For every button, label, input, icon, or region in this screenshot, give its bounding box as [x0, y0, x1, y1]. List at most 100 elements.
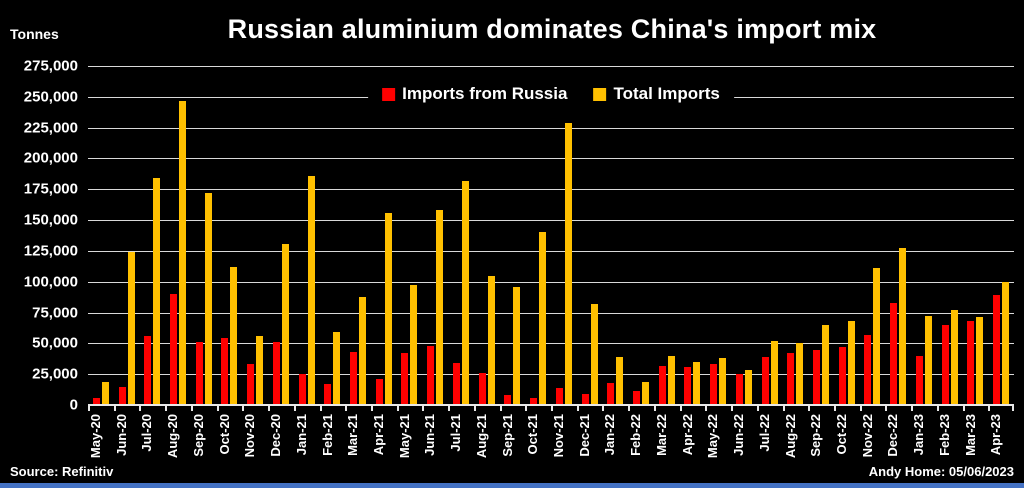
x-tick-label-Mar-23: Mar-23 — [962, 414, 978, 456]
bar-imports-from-russia-Apr-22 — [684, 366, 692, 405]
bar-total-imports-Jun-22 — [744, 370, 752, 405]
x-tick-label-Jul-22: Jul-22 — [756, 414, 772, 452]
bar-imports-from-russia-Aug-20 — [170, 294, 178, 405]
bar-imports-from-russia-Dec-20 — [272, 342, 280, 405]
x-tick — [139, 405, 142, 411]
bar-imports-from-russia-Sep-20 — [195, 342, 203, 405]
bar-imports-from-russia-Jan-23 — [915, 355, 923, 405]
x-tick-label-Apr-22: Apr-22 — [679, 414, 695, 456]
x-tick — [782, 405, 785, 411]
x-tick — [293, 405, 296, 411]
x-tick-label-Aug-21: Aug-21 — [473, 414, 489, 459]
bar-group-Jun-21 — [422, 66, 448, 405]
bar-group-May-20 — [88, 66, 114, 405]
gridline-125000 — [88, 250, 1014, 252]
bar-imports-from-russia-Sep-22 — [812, 349, 820, 405]
x-tick-label-Dec-20: Dec-20 — [268, 414, 284, 457]
bar-imports-from-russia-Mar-23 — [967, 321, 975, 405]
x-tick — [396, 405, 399, 411]
bar-imports-from-russia-Jun-20 — [118, 386, 126, 405]
bar-group-Mar-21 — [345, 66, 371, 405]
bar-group-Mar-22 — [654, 66, 680, 405]
x-tick-label-Feb-23: Feb-23 — [936, 414, 952, 456]
x-tick — [190, 405, 193, 411]
author-date-credit: Andy Home: 05/06/2023 — [868, 464, 1014, 479]
x-tick — [936, 405, 939, 411]
bar-group-Jan-23 — [911, 66, 937, 405]
bar-total-imports-Jan-23 — [924, 316, 932, 405]
bar-group-Sep-21 — [500, 66, 526, 405]
bar-total-imports-Aug-20 — [179, 100, 187, 405]
bar-total-imports-Jul-20 — [153, 178, 161, 405]
bar-group-Dec-20 — [268, 66, 294, 405]
x-tick — [833, 405, 836, 411]
bar-total-imports-Oct-21 — [539, 232, 547, 405]
y-tick-label-50000: 50,000 — [32, 334, 78, 352]
bar-imports-from-russia-Jun-21 — [427, 345, 435, 405]
gridline-150000 — [88, 220, 1014, 222]
bar-total-imports-Jan-21 — [307, 175, 315, 405]
x-tick-label-Mar-22: Mar-22 — [653, 414, 669, 456]
bar-total-imports-Apr-21 — [384, 212, 392, 405]
x-tick-label-Nov-22: Nov-22 — [859, 414, 875, 458]
x-tick-label-Sep-20: Sep-20 — [190, 414, 206, 457]
bar-imports-from-russia-Apr-21 — [375, 379, 383, 405]
bar-imports-from-russia-Feb-22 — [632, 391, 640, 405]
source-attribution: Source: Refinitiv — [10, 464, 114, 479]
bar-group-Apr-22 — [680, 66, 706, 405]
x-tick-label-Feb-21: Feb-21 — [319, 414, 335, 456]
y-tick-label-225000: 225,000 — [23, 119, 78, 137]
bar-total-imports-Apr-23 — [1002, 281, 1010, 405]
y-tick-label-75000: 75,000 — [32, 304, 78, 322]
bar-group-Feb-21 — [319, 66, 345, 405]
bar-group-Feb-23 — [937, 66, 963, 405]
gridline-175000 — [88, 189, 1014, 191]
x-tick — [216, 405, 219, 411]
bar-total-imports-May-20 — [101, 381, 109, 405]
bar-total-imports-Jun-21 — [436, 210, 444, 405]
bar-group-Apr-21 — [371, 66, 397, 405]
bar-imports-from-russia-Jul-21 — [452, 363, 460, 405]
bar-group-Sep-22 — [808, 66, 834, 405]
bar-imports-from-russia-Sep-21 — [504, 395, 512, 405]
y-tick-label-150000: 150,000 — [23, 211, 78, 229]
bar-imports-from-russia-Mar-22 — [658, 365, 666, 405]
x-tick-label-Oct-21: Oct-21 — [525, 414, 541, 455]
bar-total-imports-Nov-21 — [564, 122, 572, 405]
legend-label-imports-from-russia: Imports from Russia — [402, 84, 568, 103]
x-tick — [756, 405, 759, 411]
bar-total-imports-Jul-21 — [461, 180, 469, 405]
y-tick-label-125000: 125,000 — [23, 242, 78, 260]
x-tick-label-Jun-21: Jun-21 — [422, 414, 438, 456]
bar-group-Aug-21 — [474, 66, 500, 405]
y-tick-label-200000: 200,000 — [23, 149, 78, 167]
x-tick — [1012, 405, 1014, 411]
bar-imports-from-russia-Jul-22 — [761, 356, 769, 405]
bar-total-imports-Jan-22 — [616, 356, 624, 405]
bar-total-imports-Feb-21 — [333, 332, 341, 405]
gridline-225000 — [88, 127, 1014, 129]
x-tick — [345, 405, 348, 411]
bar-imports-from-russia-May-22 — [710, 364, 718, 405]
x-tick-label-Aug-20: Aug-20 — [165, 414, 181, 459]
bar-total-imports-Aug-21 — [487, 275, 495, 405]
bar-total-imports-Mar-21 — [359, 296, 367, 405]
bar-imports-from-russia-Jul-20 — [144, 335, 152, 405]
x-tick-label-Nov-20: Nov-20 — [242, 414, 258, 458]
bar-imports-from-russia-Nov-21 — [555, 387, 563, 405]
x-tick — [602, 405, 605, 411]
bar-imports-from-russia-Nov-20 — [247, 364, 255, 405]
x-tick — [370, 405, 373, 411]
x-tick — [165, 405, 168, 411]
x-tick — [422, 405, 425, 411]
x-tick-label-Jul-20: Jul-20 — [139, 414, 155, 452]
x-tick-label-Jan-23: Jan-23 — [911, 414, 927, 456]
bar-group-Aug-22 — [782, 66, 808, 405]
bar-total-imports-Nov-22 — [873, 268, 881, 405]
x-tick-label-Oct-20: Oct-20 — [216, 414, 232, 455]
bar-group-Dec-22 — [885, 66, 911, 405]
x-tick — [113, 405, 116, 411]
bar-total-imports-Feb-23 — [950, 310, 958, 405]
bar-imports-from-russia-Mar-21 — [350, 352, 358, 405]
